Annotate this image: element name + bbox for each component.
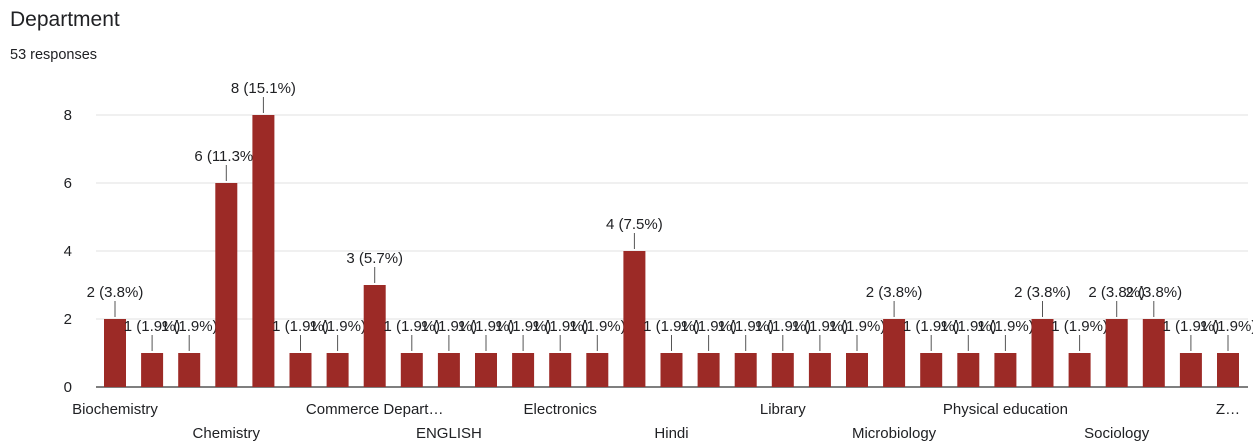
y-tick-label: 0 xyxy=(64,379,72,396)
bar xyxy=(808,353,831,387)
y-tick-label: 4 xyxy=(64,243,72,260)
data-label: 1 (1.9%) xyxy=(754,318,811,335)
bar xyxy=(400,353,423,387)
x-tick-label: Microbiology xyxy=(852,425,937,442)
data-label: 1 (1.9%) xyxy=(829,318,886,335)
x-tick-label: Chemistry xyxy=(193,425,261,442)
x-tick-label: Library xyxy=(760,401,806,418)
data-label: 1 (1.9%) xyxy=(569,318,626,335)
bar xyxy=(512,353,535,387)
data-label: 1 (1.9%) xyxy=(532,318,589,335)
data-label: 2 (3.8%) xyxy=(1125,284,1182,301)
bar xyxy=(846,353,868,387)
bar xyxy=(1031,319,1054,387)
y-tick-label: 6 xyxy=(64,175,72,192)
x-tick-label: Hindi xyxy=(654,425,688,442)
data-label: 1 (1.9%) xyxy=(458,318,515,335)
data-label: 1 (1.9%) xyxy=(717,318,774,335)
bar xyxy=(1217,353,1239,387)
data-label: 2 (3.8%) xyxy=(1088,284,1145,301)
question-title: Department xyxy=(10,8,120,31)
x-tick-label: Physical education xyxy=(943,401,1068,418)
y-tick-label: 2 xyxy=(64,311,72,328)
bar xyxy=(141,353,164,387)
x-tick-label: ENGLISH xyxy=(416,425,482,442)
data-label: 1 (1.9%) xyxy=(643,318,700,335)
bar xyxy=(252,115,275,387)
x-tick-label: Biochemistry xyxy=(72,401,158,418)
bar xyxy=(1105,319,1128,387)
bar xyxy=(289,353,312,387)
bar xyxy=(771,353,794,387)
response-count: 53 responses xyxy=(10,47,98,63)
data-label: 2 (3.8%) xyxy=(866,284,923,301)
bar xyxy=(363,285,386,387)
data-label: 1 (1.9%) xyxy=(161,318,218,335)
bar xyxy=(104,319,126,387)
data-label: 1 (1.9%) xyxy=(977,318,1034,335)
bar xyxy=(178,353,201,387)
bar xyxy=(1142,319,1165,387)
bar xyxy=(586,353,609,387)
x-tick-label: Sociology xyxy=(1084,425,1150,442)
bar xyxy=(1179,353,1202,387)
data-label: 4 (7.5%) xyxy=(606,216,663,233)
data-label: 1 (1.9%) xyxy=(272,318,329,335)
bar xyxy=(549,353,572,387)
data-label: 1 (1.9%) xyxy=(495,318,552,335)
data-label: 6 (11.3%) xyxy=(194,148,258,165)
data-label: 1 (1.9%) xyxy=(421,318,478,335)
data-label: 3 (5.7%) xyxy=(346,250,403,267)
x-tick-label: Commerce Depart… xyxy=(306,401,444,418)
data-label: 1 (1.9%) xyxy=(1200,318,1253,335)
bar xyxy=(920,353,943,387)
bar xyxy=(623,251,646,387)
data-label: 1 (1.9%) xyxy=(309,318,366,335)
bar xyxy=(957,353,980,387)
bar xyxy=(475,353,497,387)
data-label: 2 (3.8%) xyxy=(87,284,144,301)
y-tick-label: 8 xyxy=(64,107,72,124)
bar xyxy=(326,353,349,387)
data-label: 1 (1.9%) xyxy=(903,318,960,335)
data-label: 1 (1.9%) xyxy=(680,318,737,335)
data-label: 1 (1.9%) xyxy=(383,318,440,335)
x-tick-label: Z… xyxy=(1216,401,1240,418)
bar xyxy=(1068,353,1091,387)
data-label: 1 (1.9%) xyxy=(1051,318,1108,335)
bar xyxy=(660,353,683,387)
data-label: 8 (15.1%) xyxy=(231,80,296,97)
x-tick-label: Electronics xyxy=(524,401,597,418)
bar xyxy=(697,353,720,387)
bar xyxy=(734,353,757,387)
bar xyxy=(215,183,238,387)
data-label: 2 (3.8%) xyxy=(1014,284,1071,301)
bar xyxy=(994,353,1017,387)
bar xyxy=(883,319,906,387)
data-label: 1 (1.9%) xyxy=(792,318,849,335)
data-label: 1 (1.9%) xyxy=(124,318,181,335)
data-label: 1 (1.9%) xyxy=(1163,318,1220,335)
data-label: 1 (1.9%) xyxy=(940,318,997,335)
bar xyxy=(437,353,460,387)
